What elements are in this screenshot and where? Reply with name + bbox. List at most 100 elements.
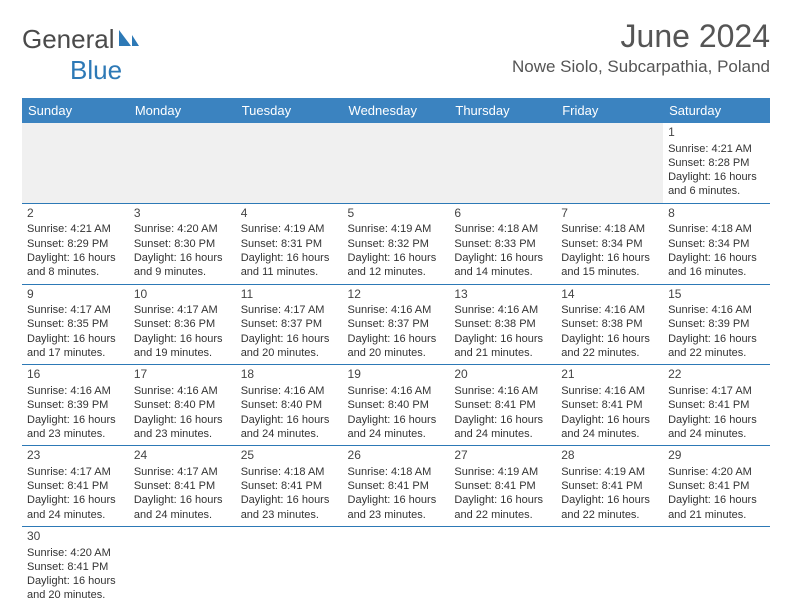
sunset-text: Sunset: 8:38 PM [454,317,551,331]
day-number: 26 [348,448,445,464]
daylight-text: Daylight: 16 hours [134,413,231,427]
day-number: 21 [561,367,658,383]
day-number: 4 [241,206,338,222]
calendar-body: 1Sunrise: 4:21 AMSunset: 8:28 PMDaylight… [22,123,770,607]
day-number: 17 [134,367,231,383]
daylight-text: and 23 minutes. [27,427,124,441]
header: General Blue June 2024 Nowe Siolo, Subca… [22,18,770,86]
calendar-cell [129,123,236,203]
daylight-text: Daylight: 16 hours [668,251,765,265]
day-number: 12 [348,287,445,303]
sunrise-text: Sunrise: 4:17 AM [134,303,231,317]
calendar-cell [663,526,770,606]
sunset-text: Sunset: 8:37 PM [348,317,445,331]
sunset-text: Sunset: 8:29 PM [27,237,124,251]
sunrise-text: Sunrise: 4:16 AM [561,384,658,398]
day-number: 30 [27,529,124,545]
day-header: Wednesday [343,98,450,123]
day-number: 13 [454,287,551,303]
daylight-text: Daylight: 16 hours [348,493,445,507]
day-header: Friday [556,98,663,123]
sunset-text: Sunset: 8:38 PM [561,317,658,331]
daylight-text: Daylight: 16 hours [561,332,658,346]
day-number: 1 [668,125,765,141]
day-number: 27 [454,448,551,464]
sunrise-text: Sunrise: 4:19 AM [454,465,551,479]
calendar-cell: 10Sunrise: 4:17 AMSunset: 8:36 PMDayligh… [129,284,236,365]
sunset-text: Sunset: 8:33 PM [454,237,551,251]
sunrise-text: Sunrise: 4:18 AM [561,222,658,236]
location-text: Nowe Siolo, Subcarpathia, Poland [512,57,770,77]
daylight-text: and 15 minutes. [561,265,658,279]
calendar-cell [343,526,450,606]
title-block: June 2024 Nowe Siolo, Subcarpathia, Pola… [512,18,770,77]
calendar-cell [556,526,663,606]
calendar-cell: 19Sunrise: 4:16 AMSunset: 8:40 PMDayligh… [343,365,450,446]
calendar-cell: 1Sunrise: 4:21 AMSunset: 8:28 PMDaylight… [663,123,770,203]
daylight-text: Daylight: 16 hours [134,251,231,265]
sunset-text: Sunset: 8:41 PM [454,398,551,412]
daylight-text: and 24 minutes. [561,427,658,441]
day-number: 3 [134,206,231,222]
daylight-text: Daylight: 16 hours [241,251,338,265]
sunrise-text: Sunrise: 4:17 AM [668,384,765,398]
calendar-cell: 11Sunrise: 4:17 AMSunset: 8:37 PMDayligh… [236,284,343,365]
calendar-row: 30Sunrise: 4:20 AMSunset: 8:41 PMDayligh… [22,526,770,606]
day-number: 6 [454,206,551,222]
day-number: 20 [454,367,551,383]
calendar-cell: 23Sunrise: 4:17 AMSunset: 8:41 PMDayligh… [22,446,129,527]
daylight-text: and 11 minutes. [241,265,338,279]
daylight-text: and 24 minutes. [134,508,231,522]
sunrise-text: Sunrise: 4:16 AM [454,384,551,398]
sunset-text: Sunset: 8:41 PM [561,398,658,412]
daylight-text: and 9 minutes. [134,265,231,279]
calendar-cell [343,123,450,203]
day-header: Monday [129,98,236,123]
page-title: June 2024 [512,18,770,55]
daylight-text: and 23 minutes. [348,508,445,522]
sunrise-text: Sunrise: 4:21 AM [668,142,765,156]
sunrise-text: Sunrise: 4:19 AM [348,222,445,236]
sunset-text: Sunset: 8:41 PM [454,479,551,493]
calendar-cell: 15Sunrise: 4:16 AMSunset: 8:39 PMDayligh… [663,284,770,365]
sunrise-text: Sunrise: 4:16 AM [454,303,551,317]
calendar-row: 9Sunrise: 4:17 AMSunset: 8:35 PMDaylight… [22,284,770,365]
day-number: 16 [27,367,124,383]
sunset-text: Sunset: 8:30 PM [134,237,231,251]
daylight-text: and 21 minutes. [668,508,765,522]
sunrise-text: Sunrise: 4:20 AM [668,465,765,479]
calendar-cell: 27Sunrise: 4:19 AMSunset: 8:41 PMDayligh… [449,446,556,527]
daylight-text: and 20 minutes. [27,588,124,602]
calendar-cell: 6Sunrise: 4:18 AMSunset: 8:33 PMDaylight… [449,203,556,284]
calendar-cell: 24Sunrise: 4:17 AMSunset: 8:41 PMDayligh… [129,446,236,527]
daylight-text: and 24 minutes. [454,427,551,441]
calendar-cell: 20Sunrise: 4:16 AMSunset: 8:41 PMDayligh… [449,365,556,446]
sunrise-text: Sunrise: 4:17 AM [241,303,338,317]
calendar-cell: 3Sunrise: 4:20 AMSunset: 8:30 PMDaylight… [129,203,236,284]
daylight-text: Daylight: 16 hours [27,574,124,588]
sunrise-text: Sunrise: 4:18 AM [241,465,338,479]
daylight-text: and 22 minutes. [561,346,658,360]
calendar-cell: 29Sunrise: 4:20 AMSunset: 8:41 PMDayligh… [663,446,770,527]
daylight-text: Daylight: 16 hours [27,493,124,507]
sunrise-text: Sunrise: 4:16 AM [668,303,765,317]
daylight-text: Daylight: 16 hours [668,332,765,346]
day-number: 19 [348,367,445,383]
brand-text: General Blue [22,24,139,86]
sunrise-text: Sunrise: 4:17 AM [134,465,231,479]
calendar-cell: 26Sunrise: 4:18 AMSunset: 8:41 PMDayligh… [343,446,450,527]
sunset-text: Sunset: 8:34 PM [668,237,765,251]
sunrise-text: Sunrise: 4:18 AM [454,222,551,236]
calendar-table: SundayMondayTuesdayWednesdayThursdayFrid… [22,98,770,607]
sunset-text: Sunset: 8:41 PM [561,479,658,493]
sunrise-text: Sunrise: 4:17 AM [27,303,124,317]
daylight-text: Daylight: 16 hours [27,332,124,346]
daylight-text: Daylight: 16 hours [27,413,124,427]
daylight-text: Daylight: 16 hours [454,332,551,346]
day-header: Tuesday [236,98,343,123]
calendar-cell: 22Sunrise: 4:17 AMSunset: 8:41 PMDayligh… [663,365,770,446]
daylight-text: Daylight: 16 hours [454,493,551,507]
sunset-text: Sunset: 8:39 PM [27,398,124,412]
calendar-cell: 7Sunrise: 4:18 AMSunset: 8:34 PMDaylight… [556,203,663,284]
sunrise-text: Sunrise: 4:18 AM [668,222,765,236]
